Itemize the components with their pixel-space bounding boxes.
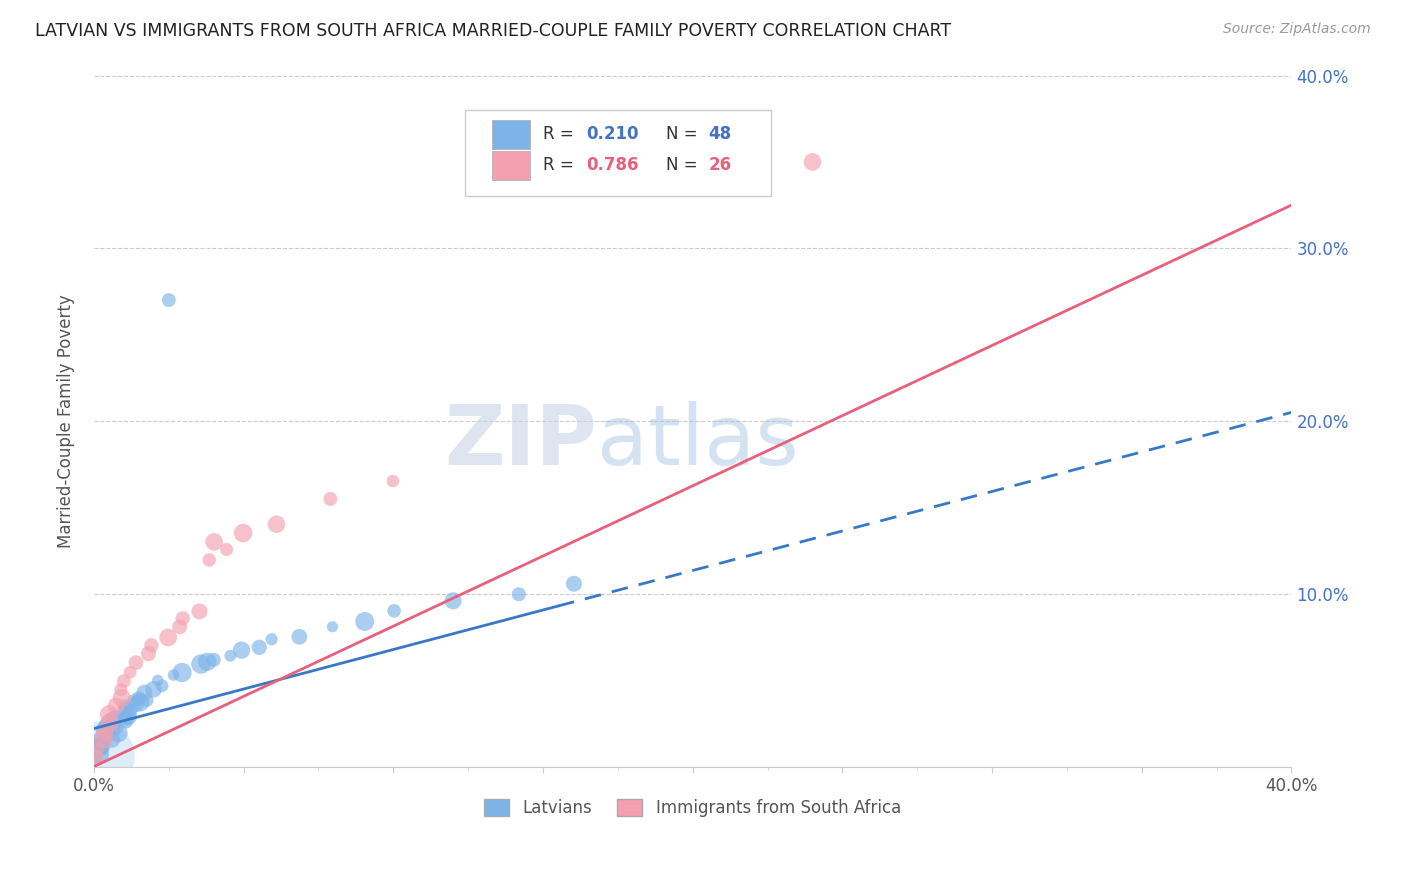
Text: atlas: atlas	[598, 401, 799, 483]
Point	[84, 735, 107, 749]
Point	[508, 587, 530, 601]
Text: 26: 26	[709, 156, 731, 174]
Point	[202, 534, 225, 549]
Point	[157, 293, 180, 307]
Text: Source: ZipAtlas.com: Source: ZipAtlas.com	[1223, 22, 1371, 37]
Text: 48: 48	[709, 125, 731, 144]
Point	[381, 474, 404, 488]
Text: R =: R =	[543, 156, 579, 174]
Point	[172, 611, 194, 625]
Point	[87, 741, 110, 756]
Point	[232, 526, 254, 541]
Point	[115, 703, 138, 717]
Legend: Latvians, Immigrants from South Africa: Latvians, Immigrants from South Africa	[478, 792, 908, 824]
Point	[128, 691, 150, 706]
Text: LATVIAN VS IMMIGRANTS FROM SOUTH AFRICA MARRIED-COUPLE FAMILY POVERTY CORRELATIO: LATVIAN VS IMMIGRANTS FROM SOUTH AFRICA …	[35, 22, 952, 40]
Point	[98, 726, 121, 740]
Point	[107, 726, 129, 740]
Point	[150, 679, 173, 693]
Point	[321, 620, 343, 634]
FancyBboxPatch shape	[492, 151, 530, 180]
Point	[115, 711, 138, 725]
Point	[215, 542, 238, 557]
Point	[89, 739, 111, 754]
Point	[169, 620, 191, 634]
Point	[288, 630, 311, 644]
Point	[247, 640, 270, 655]
Point	[120, 665, 142, 680]
Point	[96, 719, 118, 733]
Point	[134, 685, 156, 699]
Point	[97, 707, 120, 722]
Point	[93, 732, 115, 747]
Point	[162, 668, 184, 682]
Point	[117, 709, 139, 723]
Point	[111, 690, 134, 705]
Point	[157, 631, 180, 645]
Point	[170, 665, 193, 680]
Point	[198, 553, 221, 567]
Point	[110, 682, 132, 697]
Point	[382, 604, 405, 618]
Point	[90, 747, 112, 762]
Text: 0.786: 0.786	[586, 156, 638, 174]
Point	[441, 594, 464, 608]
Point	[94, 723, 117, 738]
Point	[141, 638, 163, 652]
Point	[105, 721, 128, 735]
Point	[219, 648, 242, 663]
FancyBboxPatch shape	[492, 120, 530, 149]
Point	[138, 647, 160, 661]
Point	[115, 714, 138, 729]
Point	[94, 725, 117, 739]
Point	[96, 730, 118, 744]
Point	[260, 632, 283, 647]
Point	[90, 739, 112, 754]
Point	[202, 653, 225, 667]
Point	[114, 699, 136, 714]
Text: N =: N =	[666, 156, 703, 174]
Point	[105, 709, 128, 723]
Point	[103, 710, 125, 724]
Point	[125, 698, 148, 712]
Point	[89, 749, 111, 764]
Point	[112, 674, 135, 689]
Point	[231, 643, 253, 657]
Point	[195, 655, 218, 669]
Text: 0.210: 0.210	[586, 125, 638, 144]
Point	[562, 576, 585, 591]
Point	[125, 656, 148, 670]
Point	[129, 695, 152, 709]
Point	[142, 682, 165, 697]
Point	[101, 732, 124, 747]
Point	[98, 715, 121, 730]
Y-axis label: Married-Couple Family Poverty: Married-Couple Family Poverty	[58, 294, 75, 548]
Point	[83, 749, 105, 764]
Point	[353, 615, 375, 629]
Text: R =: R =	[543, 125, 579, 144]
Text: N =: N =	[666, 125, 703, 144]
Text: ZIP: ZIP	[444, 401, 598, 483]
Point	[84, 751, 107, 765]
Point	[100, 714, 122, 729]
Point	[104, 698, 127, 713]
Point	[89, 739, 111, 753]
Point	[190, 657, 212, 671]
Point	[188, 604, 211, 618]
Point	[266, 517, 288, 532]
Point	[146, 673, 169, 688]
Point	[319, 491, 342, 506]
Point	[801, 155, 824, 169]
Point	[136, 693, 159, 707]
FancyBboxPatch shape	[465, 110, 770, 196]
Point	[120, 704, 142, 718]
Point	[122, 693, 145, 707]
